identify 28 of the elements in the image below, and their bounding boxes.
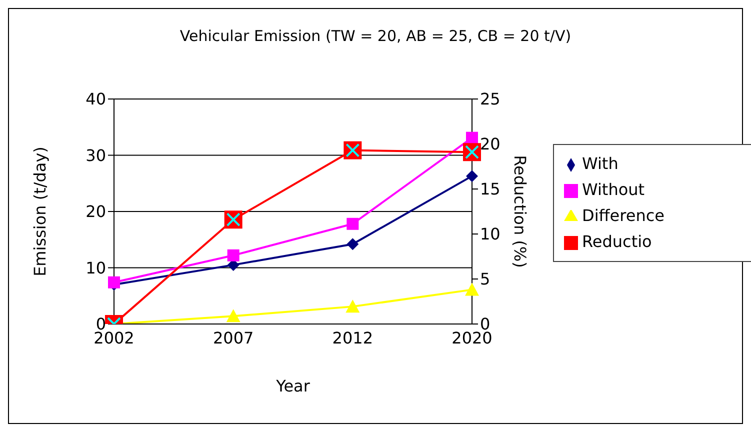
legend-label: Reductio — [582, 232, 652, 251]
y2-axis-title: Reduction (%) — [510, 155, 530, 268]
point — [108, 276, 120, 288]
legend-label: Difference — [582, 206, 664, 225]
point — [346, 300, 360, 313]
point — [466, 132, 478, 144]
point — [226, 309, 240, 322]
x-tick-label: 2012 — [332, 328, 374, 348]
y2-tick-label: 25 — [480, 90, 500, 109]
legend-label: With — [582, 154, 618, 173]
x-axis-title: Year — [275, 376, 310, 396]
y-tick-label: 10 — [86, 258, 106, 278]
point — [346, 218, 359, 230]
point — [227, 249, 240, 262]
y2-tick-label: 15 — [480, 180, 500, 199]
y2-tick-label: 5 — [480, 270, 490, 289]
legend-label: Without — [582, 180, 645, 199]
y-tick-label: 20 — [86, 202, 106, 222]
y-axis-title: Emission (t/day) — [30, 146, 50, 276]
point — [346, 238, 359, 250]
point — [465, 282, 479, 296]
y-tick-label: 40 — [86, 90, 106, 109]
point — [466, 170, 478, 182]
x-tick-label: 2007 — [212, 328, 254, 348]
y-tick-label: 30 — [86, 146, 106, 165]
chart-title: Vehicular Emission (TW = 20, AB = 25, CB = 20 t/V) — [178, 27, 572, 45]
y2-tick-label: 10 — [480, 224, 500, 244]
y2-tick-label: 20 — [480, 134, 500, 154]
